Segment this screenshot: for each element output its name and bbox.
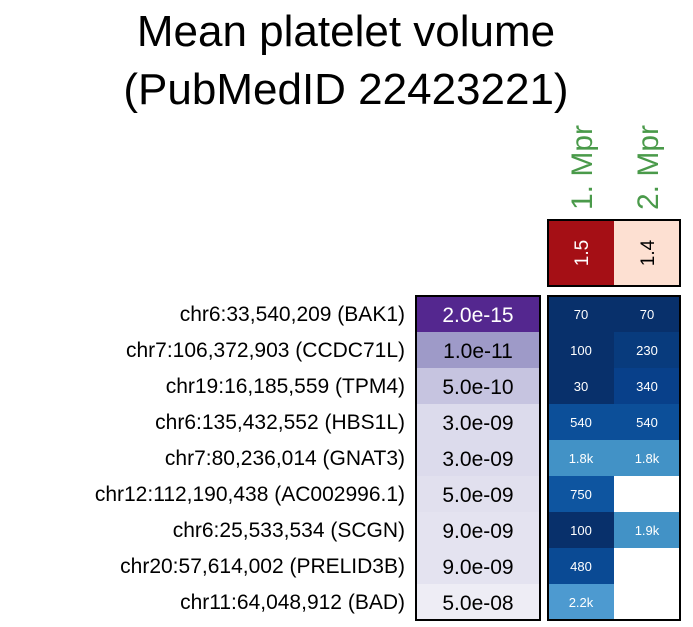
pvalue-text: 5.0e-09 — [442, 484, 513, 507]
pvalue-text: 1.0e-11 — [443, 340, 513, 363]
pvalue-cell — [416, 368, 540, 404]
row-label: chr6:135,432,552 (HBS1L) — [155, 411, 405, 434]
chart-title-line-2: (PubMedID 22423221) — [123, 65, 568, 114]
pvalue-text: 3.0e-09 — [442, 448, 513, 471]
cell-value: 480 — [570, 559, 592, 574]
row-labels: chr6:33,540,209 (BAK1) chr7:106,372,903 (… — [95, 303, 405, 614]
pvalue-text: 9.0e-09 — [442, 556, 513, 579]
pvalue-cell — [416, 296, 540, 332]
cell-value: 1.8k — [569, 451, 594, 466]
heatmap-cell — [614, 296, 680, 332]
cell-value: 750 — [570, 487, 592, 502]
row-label: chr6:33,540,209 (BAK1) — [180, 303, 405, 326]
pvalue-cell — [416, 476, 540, 512]
cell-value: 30 — [574, 379, 588, 394]
heatmap-cell — [614, 440, 680, 476]
pvalue-cell — [416, 584, 540, 620]
pvalue-cell — [416, 548, 540, 584]
cell-value: 230 — [636, 343, 658, 358]
header-border — [547, 219, 681, 287]
heatmap-cell — [614, 368, 680, 404]
cell-value: 100 — [570, 523, 592, 538]
heatmap-cell — [548, 404, 614, 440]
cell-value: 540 — [636, 415, 658, 430]
cell-value: 70 — [574, 307, 588, 322]
row-label: chr7:106,372,903 (CCDC71L) — [126, 339, 405, 362]
cell-value: 100 — [570, 343, 592, 358]
column-label: 2. Mpr — [632, 125, 665, 210]
heatmap-cell — [548, 476, 614, 512]
heatmap-cell — [614, 404, 680, 440]
row-label: chr19:16,185,559 (TPM4) — [166, 375, 405, 398]
pvalue-column: 2.0e-15 1.0e-11 5.0e-10 3.0e-09 3.0e-09 5.0e-… — [415, 295, 541, 621]
pvalue-cell — [416, 332, 540, 368]
cell-value: 2.2k — [569, 595, 594, 610]
cell-value: 1.8k — [635, 451, 660, 466]
row-label: chr6:25,533,534 (SCGN) — [173, 519, 405, 542]
row-label: chr12:112,190,438 (AC002996.1) — [95, 483, 405, 506]
header-value: 1.4 — [638, 239, 659, 266]
heatmap-cell — [548, 548, 614, 584]
heatmap-cell — [548, 440, 614, 476]
cell-value: 540 — [570, 415, 592, 430]
pvalue-text: 2.0e-15 — [442, 304, 513, 327]
column-labels: 1. Mpr 2. Mpr — [566, 125, 665, 210]
column-label: 1. Mpr — [566, 125, 599, 210]
heatmap-cell — [548, 368, 614, 404]
pvalue-cell — [416, 512, 540, 548]
heatmap-cell — [614, 584, 680, 620]
chart-title-line-1: Mean platelet volume — [137, 7, 555, 56]
heatmap-cell — [614, 512, 680, 548]
pvalue-cell — [416, 404, 540, 440]
heatmap-cell — [548, 512, 614, 548]
row-label: chr20:57,614,002 (PRELID3B) — [120, 555, 405, 578]
pvalue-text: 5.0e-10 — [442, 376, 513, 399]
heatmap-cell — [614, 476, 680, 512]
cell-value: 340 — [636, 379, 658, 394]
grid-border — [547, 295, 681, 621]
row-label: chr11:64,048,912 (BAD) — [180, 591, 405, 614]
cell-value: 70 — [640, 307, 654, 322]
pvalue-border — [415, 295, 541, 621]
cell-value: 1.9k — [635, 523, 660, 538]
pvalue-text: 9.0e-09 — [442, 520, 513, 543]
row-label: chr7:80,236,014 (GNAT3) — [165, 447, 405, 470]
pvalue-text: 3.0e-09 — [442, 412, 513, 435]
heatmap-cell — [548, 332, 614, 368]
pvalue-text: 5.0e-08 — [442, 592, 513, 615]
heatmap-cell — [614, 332, 680, 368]
header-cell — [548, 220, 614, 286]
heatmap-cell — [548, 296, 614, 332]
heatmap-cell — [548, 584, 614, 620]
cell-grid: 70 70 100 230 30 340 540 540 1.8k 1.8k 750 100 1.9k 4… — [547, 295, 681, 621]
header-value: 1.5 — [572, 240, 593, 266]
header-cell — [614, 220, 680, 286]
header-row: 1.5 1.4 — [547, 219, 681, 287]
heatmap-cell — [614, 548, 680, 584]
pvalue-cell — [416, 440, 540, 476]
